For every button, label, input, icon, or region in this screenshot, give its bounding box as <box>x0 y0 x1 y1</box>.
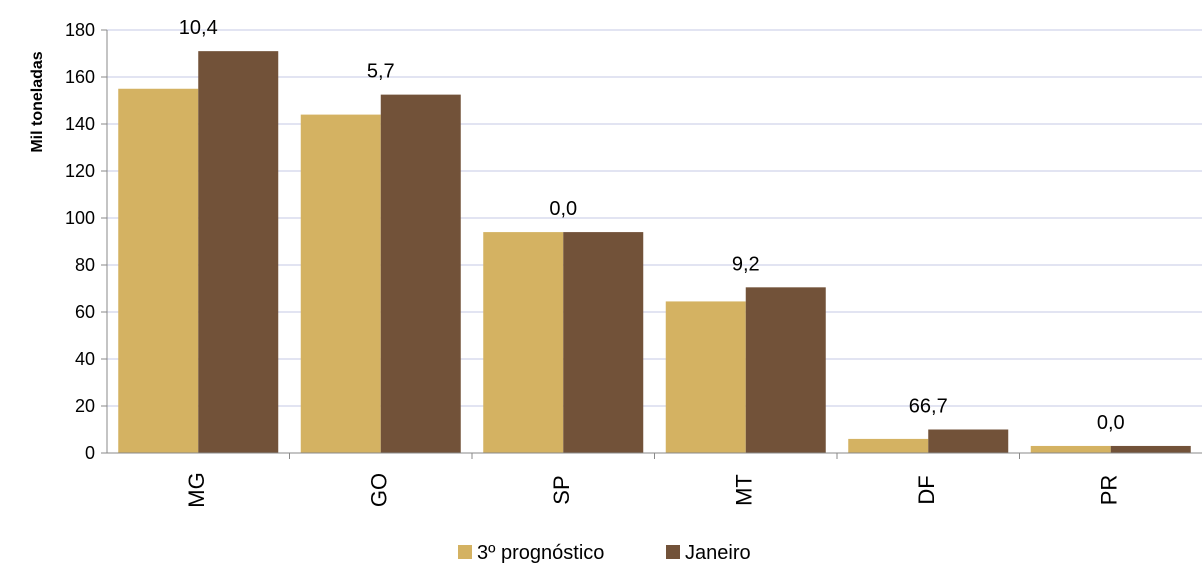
y-tick-label: 0 <box>85 443 95 463</box>
x-category-label: GO <box>367 473 392 507</box>
y-tick-label: 180 <box>65 20 95 40</box>
data-label: 5,7 <box>367 61 395 83</box>
x-category-label: DF <box>914 475 939 504</box>
x-category-labels: MG GO SP MT DF PR <box>184 472 1122 507</box>
legend-swatch <box>666 545 680 559</box>
gridlines <box>107 29 1202 407</box>
y-tick-label: 160 <box>65 67 95 87</box>
legend-label: 3º prognóstico <box>477 542 604 563</box>
y-tick-label: 120 <box>65 161 95 181</box>
bar-df-series-2 <box>928 429 1009 453</box>
bar-go-series-1 <box>300 114 381 453</box>
bar-mg-series-2 <box>198 51 279 454</box>
data-label: 10,4 <box>179 17 218 39</box>
y-tick-label: 100 <box>65 208 95 228</box>
y-tick-label: 20 <box>75 396 95 416</box>
y-tick-label: 40 <box>75 349 95 369</box>
data-label: 66,7 <box>909 396 948 418</box>
bar-pr-series-2 <box>1110 445 1191 453</box>
bar-go-series-2 <box>380 94 461 453</box>
bar-mg-series-1 <box>118 88 199 453</box>
y-tick-labels: 0 20 40 60 80 100 120 140 160 180 <box>65 20 107 463</box>
x-category-label: SP <box>549 475 574 504</box>
y-tick-label: 60 <box>75 302 95 322</box>
bar-df-series-1 <box>848 438 929 453</box>
x-category-label: MT <box>732 474 757 506</box>
y-axis-label: Mil toneladas <box>29 51 46 152</box>
axes <box>106 30 1202 459</box>
data-labels: 10,4 5,7 0,0 9,2 66,7 0,0 <box>179 17 1125 434</box>
legend: 3º prognóstico Janeiro <box>458 542 751 564</box>
data-label: 0,0 <box>549 198 577 220</box>
bar-sp-series-2 <box>563 232 644 453</box>
y-tick-label: 80 <box>75 255 95 275</box>
bars <box>118 51 1191 454</box>
x-category-label: MG <box>184 472 209 507</box>
x-category-label: PR <box>1097 475 1122 506</box>
bar-sp-series-1 <box>483 232 564 453</box>
y-tick-label: 140 <box>65 114 95 134</box>
legend-label: Janeiro <box>685 542 751 563</box>
legend-swatch <box>458 545 472 559</box>
data-label: 0,0 <box>1097 412 1125 434</box>
bar-mt-series-1 <box>665 301 746 453</box>
bar-mt-series-2 <box>745 287 826 453</box>
bar-pr-series-1 <box>1030 445 1111 453</box>
data-label: 9,2 <box>732 253 760 275</box>
